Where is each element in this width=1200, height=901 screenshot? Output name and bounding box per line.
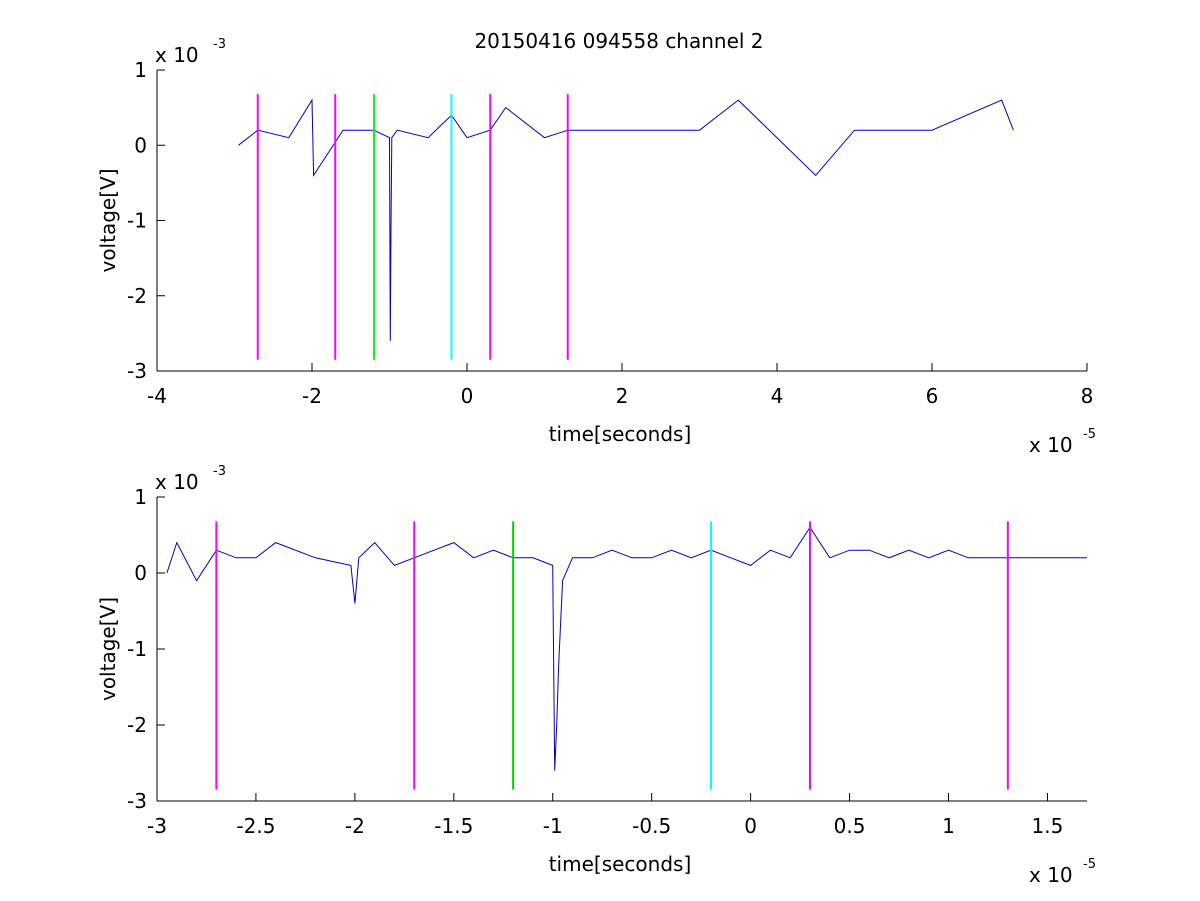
top-subplot: -4 -2 0 2 4 6 8 -3 -2 -1 0 1 x 10 -3 x 10 -5 time[second… (96, 37, 1096, 457)
x-tick-label: 1 (942, 814, 955, 838)
x-tick-label: -4 (147, 384, 167, 408)
figure-title: 20150416 094558 channel 2 (474, 29, 763, 53)
y-tick-label: -2 (127, 713, 147, 737)
x-exponent-label: x 10 (1029, 863, 1073, 887)
y-exponent-label: x 10 (155, 470, 199, 494)
x-tick-label: 0 (744, 814, 757, 838)
x-axis-label: time[seconds] (549, 852, 692, 876)
y-tick-label: -1 (127, 637, 147, 661)
x-tick-label: 8 (1081, 384, 1094, 408)
y-exponent-power: -3 (213, 464, 226, 479)
x-tick-label: 1.5 (1032, 814, 1064, 838)
x-tick-label: 6 (926, 384, 939, 408)
y-exponent-label: x 10 (155, 43, 199, 67)
y-tick-label: 1 (134, 58, 147, 82)
y-tick-label: 0 (134, 561, 147, 585)
x-tick-label: -2 (345, 814, 365, 838)
x-tick-label: 0 (461, 384, 474, 408)
x-tick-label: -2 (302, 384, 322, 408)
x-tick-label: -0.5 (632, 814, 671, 838)
series-line (166, 526, 1087, 771)
x-tick-label: -3 (147, 814, 167, 838)
bottom-subplot: -3 -2.5 -2 -1.5 -1 -0.5 0 0.5 1 1.5 -3 -2 -1 0 1 x 10 -3… (96, 464, 1096, 887)
x-tick-label: -1 (543, 814, 563, 838)
y-tick-label: -3 (127, 359, 147, 383)
x-tick-label: 2 (616, 384, 629, 408)
y-axis-label: voltage[V] (96, 168, 120, 272)
x-exponent-power: -5 (1083, 427, 1096, 442)
y-tick-label: -2 (127, 284, 147, 308)
y-tick-label: 0 (134, 133, 147, 157)
y-exponent-power: -3 (213, 37, 226, 52)
x-axis-label: time[seconds] (549, 422, 692, 446)
y-tick-label: -3 (127, 789, 147, 813)
y-tick-label: -1 (127, 209, 147, 233)
y-tick-label: 1 (134, 485, 147, 509)
x-exponent-label: x 10 (1029, 433, 1073, 457)
x-exponent-power: -5 (1083, 857, 1096, 872)
x-tick-label: 0.5 (834, 814, 866, 838)
x-tick-label: -1.5 (434, 814, 473, 838)
y-axis-label: voltage[V] (96, 597, 120, 701)
x-tick-label: 4 (771, 384, 784, 408)
x-tick-label: -2.5 (236, 814, 275, 838)
